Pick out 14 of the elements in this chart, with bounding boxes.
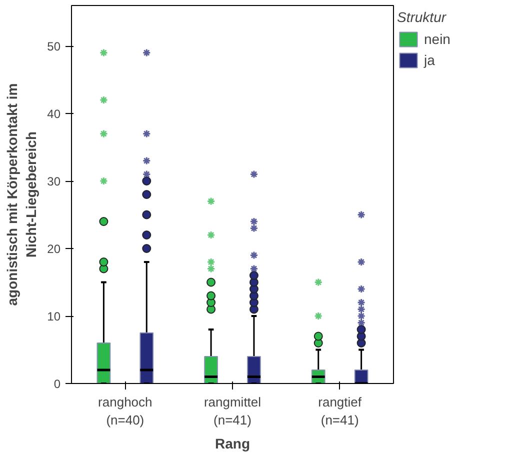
legend-label: ja bbox=[424, 52, 436, 68]
y-tick-label: 30 bbox=[47, 174, 61, 188]
x-axis-title: Rang bbox=[215, 436, 250, 452]
y-tick-label: 40 bbox=[47, 107, 61, 121]
y-tick-label: 20 bbox=[47, 242, 61, 256]
y-axis-title: agonistisch mit Körperkontakt im Nicht-Liegebereich bbox=[4, 83, 40, 306]
legend-title: Struktur bbox=[397, 9, 448, 25]
legend-label: nein bbox=[424, 31, 450, 47]
x-tick-label: rangtief (n=41) bbox=[318, 394, 362, 428]
y-tick-label: 50 bbox=[47, 40, 61, 54]
y-tick-label: 0 bbox=[54, 377, 61, 391]
x-tick-label: rangmittel (n=41) bbox=[204, 394, 262, 428]
x-tick-label: ranghoch (n=40) bbox=[98, 394, 152, 428]
y-tick-label: 10 bbox=[47, 310, 61, 324]
